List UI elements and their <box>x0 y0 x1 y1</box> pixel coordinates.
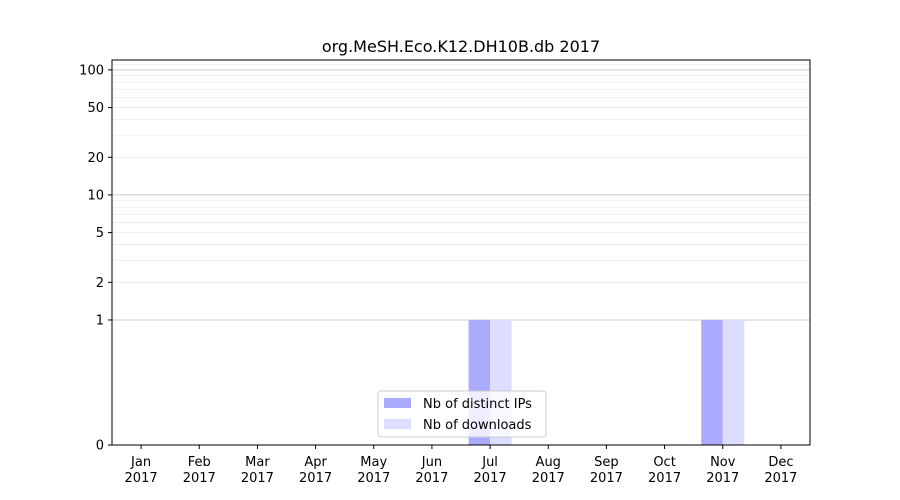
x-tick-label-month: Aug <box>536 455 561 470</box>
x-tick-label-year: 2017 <box>764 471 797 486</box>
x-tick-label-month: Jul <box>481 455 498 470</box>
legend: Nb of distinct IPs Nb of downloads <box>377 390 547 438</box>
y-tick-label: 2 <box>96 276 104 291</box>
x-tick-label-year: 2017 <box>241 471 274 486</box>
x-tick-label-year: 2017 <box>474 471 507 486</box>
grid-lines <box>112 59 810 321</box>
bar-distinct-ips-nov <box>701 319 723 445</box>
y-tick-label: 1 <box>96 313 104 328</box>
legend-swatch <box>384 419 411 429</box>
legend-swatch <box>384 398 411 408</box>
x-tick-label-month: Jan <box>130 455 151 470</box>
legend-label: Nb of distinct IPs <box>423 397 532 412</box>
x-tick-label-month: Feb <box>188 455 211 470</box>
y-tick-label: 20 <box>87 151 104 166</box>
x-tick-label-month: Apr <box>304 455 327 470</box>
y-tick-label: 5 <box>96 226 104 241</box>
x-tick-label-year: 2017 <box>706 471 739 486</box>
plot-frame <box>111 59 811 446</box>
y-tick-label: 0 <box>96 439 104 454</box>
y-tick-label: 10 <box>87 188 104 203</box>
bars <box>468 319 745 445</box>
chart-title: org.MeSH.Eco.K12.DH10B.db 2017 <box>322 37 600 56</box>
x-tick-label-year: 2017 <box>532 471 565 486</box>
x-tick-label-month: Oct <box>653 455 675 470</box>
x-tick-label-year: 2017 <box>183 471 216 486</box>
y-tick-label: 50 <box>87 101 104 116</box>
x-tick-label-month: Nov <box>710 455 736 470</box>
x-tick-label-month: Sep <box>594 455 619 470</box>
x-tick-label-month: Jun <box>421 455 442 470</box>
x-tick-label-month: Dec <box>768 455 793 470</box>
x-tick-label-year: 2017 <box>415 471 448 486</box>
x-tick-label-year: 2017 <box>590 471 623 486</box>
bar-downloads-nov <box>722 319 745 445</box>
legend-box <box>377 390 547 438</box>
legend-label: Nb of downloads <box>423 418 532 433</box>
x-tick-label-year: 2017 <box>299 471 332 486</box>
x-tick-label-year: 2017 <box>648 471 681 486</box>
x-tick-label-year: 2017 <box>357 471 390 486</box>
x-tick-label-year: 2017 <box>125 471 158 486</box>
y-tick-label: 100 <box>79 63 104 78</box>
x-tick-label-month: May <box>360 455 387 470</box>
x-tick-label-month: Mar <box>245 455 270 470</box>
axes: 0125102050100Jan2017Feb2017Mar2017Apr201… <box>79 59 811 486</box>
